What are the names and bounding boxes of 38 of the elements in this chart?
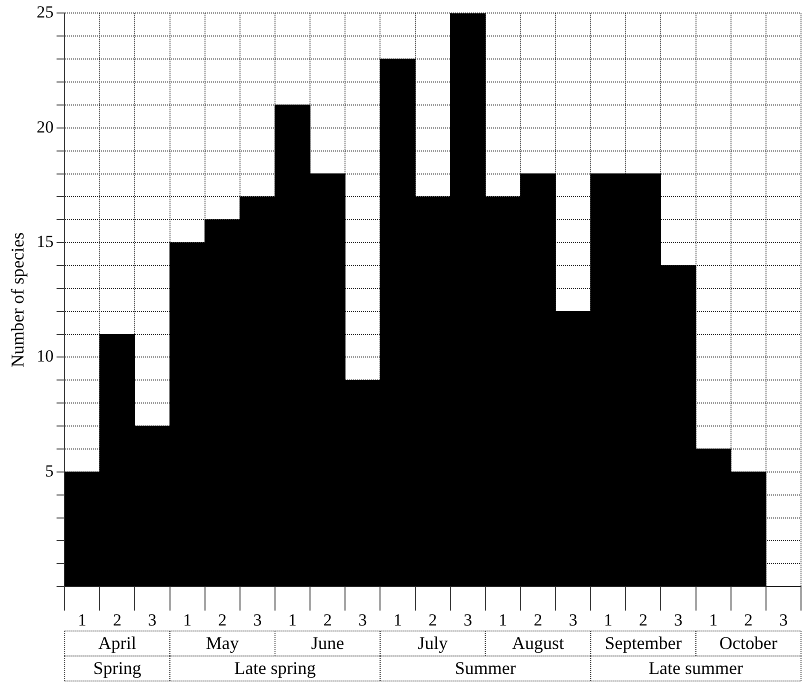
text: June xyxy=(311,633,344,654)
x-tick-label: 2 xyxy=(323,610,332,630)
x-tick-label: 1 xyxy=(288,610,297,630)
text: August xyxy=(512,633,564,654)
text: Summer xyxy=(454,658,516,678)
x-tick-label: 3 xyxy=(568,610,578,630)
text: July xyxy=(418,633,448,654)
x-tick-label: 1 xyxy=(78,610,86,630)
y-axis-title: Number of species xyxy=(8,232,28,368)
text: April xyxy=(98,633,136,654)
x-tick-label: 3 xyxy=(358,610,367,630)
x-tick-label: 1 xyxy=(498,610,508,630)
x-tick-label: 3 xyxy=(464,610,472,630)
text: October xyxy=(719,633,778,654)
x-tick-label: 2 xyxy=(218,610,227,630)
x-tick-label: 1 xyxy=(604,610,612,630)
y-tick-label: 15 xyxy=(36,232,54,252)
text: May xyxy=(206,633,239,654)
x-tick-label: 2 xyxy=(112,610,122,630)
x-tick-label: 1 xyxy=(183,610,192,630)
text: September xyxy=(604,633,682,654)
text: Spring xyxy=(93,658,142,678)
x-tick-label: 2 xyxy=(744,610,753,630)
x-tick-label: 3 xyxy=(148,610,157,630)
y-tick-label: 20 xyxy=(36,117,54,136)
x-tick-label: 2 xyxy=(638,610,648,630)
x-tick-label: 3 xyxy=(253,610,262,630)
y-tick-label: 10 xyxy=(36,346,54,366)
y-tick-label: 25 xyxy=(36,2,54,22)
x-tick-label: 1 xyxy=(709,610,718,630)
x-tick-label: 2 xyxy=(428,610,438,630)
x-tick-label: 3 xyxy=(674,610,683,630)
text: Late summer xyxy=(648,658,744,678)
x-tick-label: 3 xyxy=(779,610,788,630)
y-tick-label: 5 xyxy=(45,461,54,480)
text: Late spring xyxy=(234,658,316,678)
x-tick-label: 1 xyxy=(393,610,402,630)
x-tick-label: 2 xyxy=(534,610,542,630)
